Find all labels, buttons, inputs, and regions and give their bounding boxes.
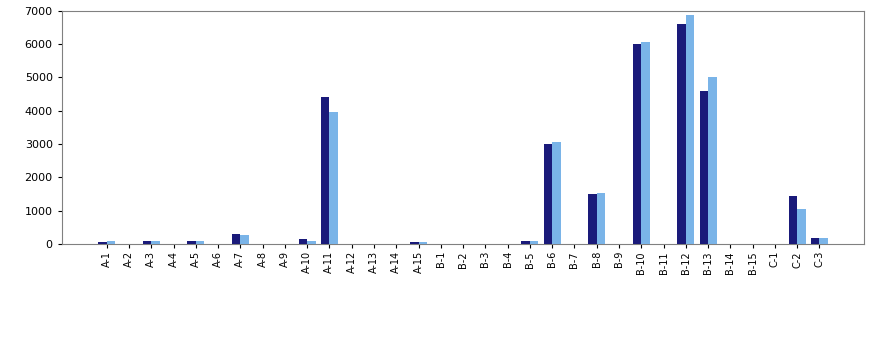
- Bar: [107, 242, 116, 244]
- Bar: [151, 242, 160, 244]
- Bar: [597, 193, 605, 244]
- Bar: [410, 242, 418, 244]
- Bar: [699, 91, 708, 244]
- Bar: [797, 209, 805, 244]
- Bar: [98, 242, 107, 244]
- Bar: [196, 242, 205, 244]
- Bar: [819, 238, 828, 244]
- Bar: [530, 242, 538, 244]
- Bar: [677, 24, 686, 244]
- Bar: [708, 78, 716, 244]
- Bar: [552, 143, 561, 244]
- Bar: [329, 112, 338, 244]
- Bar: [240, 235, 249, 244]
- Bar: [686, 15, 694, 244]
- Bar: [543, 144, 552, 244]
- Bar: [232, 234, 240, 244]
- Bar: [299, 239, 307, 244]
- Bar: [632, 44, 641, 244]
- Bar: [187, 242, 196, 244]
- Bar: [641, 42, 650, 244]
- Bar: [307, 242, 316, 244]
- Bar: [789, 196, 797, 244]
- Bar: [321, 97, 329, 244]
- Bar: [418, 242, 427, 244]
- Bar: [588, 194, 597, 244]
- Bar: [143, 242, 151, 244]
- Bar: [811, 238, 819, 244]
- Bar: [521, 241, 530, 244]
